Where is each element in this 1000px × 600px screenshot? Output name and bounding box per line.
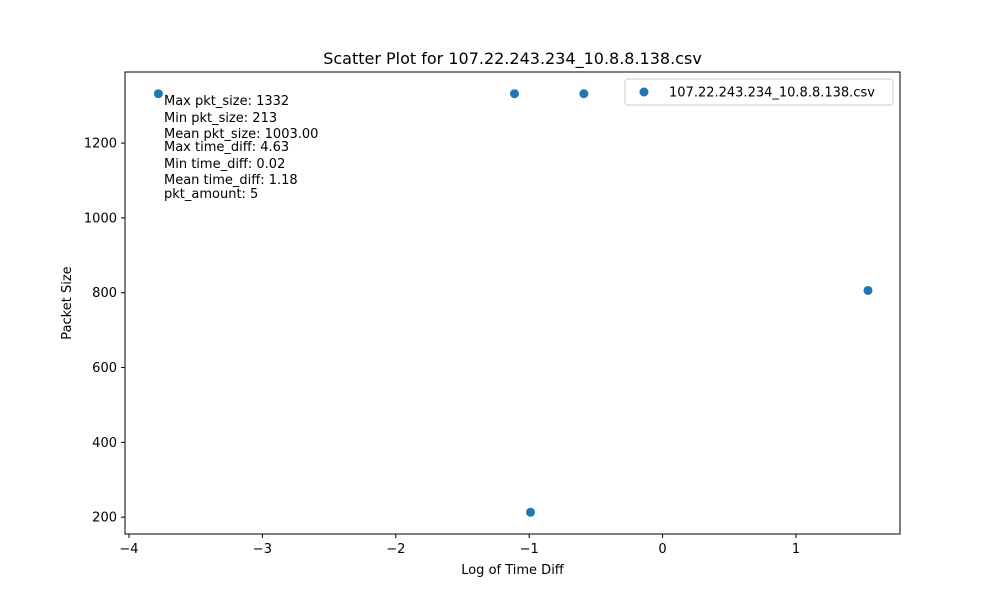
plot-area	[124, 71, 901, 535]
y-tick-label: 600	[92, 361, 117, 376]
legend-label: 107.22.243.234_10.8.8.138.csv	[669, 86, 875, 101]
y-axis: 200 400 600 800 1000 1200	[84, 137, 125, 526]
legend: 107.22.243.234_10.8.8.138.csv	[624, 78, 894, 106]
x-tick-label: 1	[792, 542, 800, 557]
y-tick-label: 800	[92, 286, 117, 301]
stats-annotation-line: Min pkt_size: 213	[164, 111, 277, 126]
scatter-point	[579, 89, 589, 99]
scatter-point	[510, 89, 520, 99]
y-axis-label: Packet Size	[60, 266, 75, 339]
x-tick-label: −3	[253, 542, 272, 557]
chart-title: Scatter Plot for 107.22.243.234_10.8.8.1…	[323, 49, 702, 69]
stats-annotation-line: Mean pkt_size: 1003.00	[164, 127, 318, 142]
x-axis-label: Log of Time Diff	[461, 563, 565, 578]
stats-annotation-line: Mean time_diff: 1.18	[164, 173, 298, 188]
x-tick-label: 0	[658, 542, 666, 557]
x-tick-label: −4	[119, 542, 138, 557]
x-tick-label: −2	[386, 542, 405, 557]
y-tick-label: 1000	[84, 211, 117, 226]
scatter-point	[526, 507, 536, 517]
y-tick-label: 1200	[84, 137, 117, 152]
stats-annotation-line: Max pkt_size: 1332	[164, 94, 289, 109]
scatter-point	[153, 89, 163, 99]
scatter-point	[863, 285, 873, 295]
legend-frame	[624, 78, 894, 106]
legend-marker	[639, 87, 649, 97]
x-tick-label: −1	[520, 542, 539, 557]
x-axis: −4 −3 −2 −1 0 1	[119, 534, 800, 557]
y-tick-label: 200	[92, 511, 117, 526]
stats-annotation-line: pkt_amount: 5	[164, 187, 258, 202]
stats-annotation-line: Max time_diff: 4.63	[164, 140, 289, 155]
y-tick-label: 400	[92, 436, 117, 451]
data-points	[153, 89, 873, 517]
stats-annotation-line: Min time_diff: 0.02	[164, 157, 285, 172]
